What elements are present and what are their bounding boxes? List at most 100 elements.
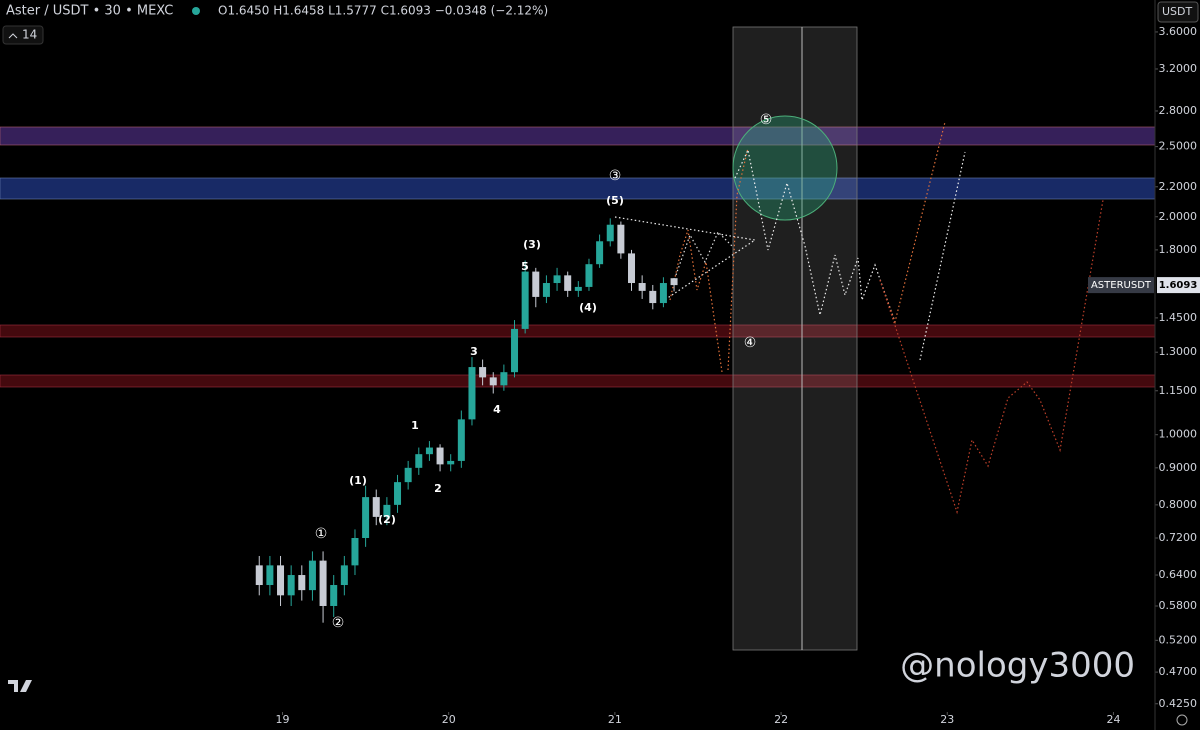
plot xyxy=(255,218,678,623)
interval-chip[interactable] xyxy=(2,25,44,45)
y-tick-label: 0.5800 xyxy=(1159,599,1198,612)
currency: USDT xyxy=(1162,5,1193,18)
wave-label: (2) xyxy=(378,513,396,526)
watermark: @nology3000 xyxy=(900,646,1135,686)
wave-label: 5 xyxy=(521,260,529,273)
candle-body xyxy=(670,278,678,286)
y-tick-label: 0.4700 xyxy=(1159,665,1198,678)
y-tick-label: 2.2000 xyxy=(1159,180,1198,193)
candle-body xyxy=(447,460,455,465)
candle-body xyxy=(340,565,348,586)
candle-body xyxy=(362,497,370,538)
x-tick-label: 24 xyxy=(1106,713,1120,726)
candle-body xyxy=(298,575,306,591)
y-tick-label: 1.8000 xyxy=(1159,243,1198,256)
candle-body xyxy=(351,538,359,566)
candle-body xyxy=(415,454,423,468)
y-tick-label: 2.8000 xyxy=(1159,104,1198,117)
wave-label: ③ xyxy=(609,168,622,184)
zone xyxy=(0,374,1156,388)
candle-body xyxy=(542,283,550,297)
x-tick-label: 23 xyxy=(940,713,954,726)
candle-body xyxy=(617,224,625,254)
currency-button[interactable] xyxy=(1157,1,1199,23)
projection xyxy=(879,121,946,325)
candle-body xyxy=(308,560,316,591)
candle-body xyxy=(628,253,636,284)
wave-label: ② xyxy=(332,615,345,631)
y-tick-label: 0.7200 xyxy=(1159,531,1198,544)
candle-body xyxy=(511,328,519,373)
y-tick-label: 2.0000 xyxy=(1159,210,1198,223)
wave-label: (5) xyxy=(606,194,624,207)
candle-body xyxy=(649,290,657,304)
y-tick-label: 0.8000 xyxy=(1159,498,1198,511)
candle-body xyxy=(479,367,487,378)
candle-body xyxy=(319,560,327,606)
projection xyxy=(675,230,734,276)
candle-body xyxy=(404,467,412,483)
wave-label: 1 xyxy=(411,419,419,432)
candle-body xyxy=(372,497,380,517)
candle-body xyxy=(287,575,295,596)
projection xyxy=(919,151,966,361)
settings-icon[interactable] xyxy=(1176,714,1188,726)
candle-body xyxy=(564,275,572,291)
y-tick-label: 1.3000 xyxy=(1159,345,1198,358)
y-tick-label: 0.5200 xyxy=(1159,633,1198,646)
candle-body xyxy=(425,447,433,455)
last-price-box xyxy=(1157,277,1200,294)
y-tick-label: 2.5000 xyxy=(1159,140,1198,153)
time-box xyxy=(732,26,858,651)
status-dot xyxy=(192,7,200,15)
zone xyxy=(0,177,1156,200)
candle-body xyxy=(500,372,508,386)
zone xyxy=(0,126,1156,146)
candle-body xyxy=(659,283,667,304)
candle-body xyxy=(606,224,614,242)
candle-body xyxy=(489,377,497,386)
candle-body xyxy=(436,447,444,465)
symbol: Aster / USDT • 30 • MEXC xyxy=(6,4,173,19)
target-circle xyxy=(732,115,838,221)
logo xyxy=(8,680,32,692)
candle-body xyxy=(330,585,338,606)
projections xyxy=(614,121,1104,515)
y-tick-label: 3.6000 xyxy=(1159,25,1198,38)
y-tick-label: 0.4250 xyxy=(1159,697,1198,710)
candle-body xyxy=(277,565,285,596)
candle-body xyxy=(553,275,561,284)
x-tick-label: 19 xyxy=(276,713,290,726)
candle-body xyxy=(383,504,391,517)
ohlc: O1.6450 H1.6458 L1.5777 C1.6093 −0.0348 … xyxy=(218,4,548,18)
wave-label: (1) xyxy=(349,474,367,487)
wave-label: (3) xyxy=(523,238,541,251)
wave-label: 3 xyxy=(470,345,478,358)
projection xyxy=(734,148,896,323)
candle-body xyxy=(521,271,529,329)
wave-label: (4) xyxy=(579,301,597,314)
wave-label: 4 xyxy=(493,403,501,416)
candle-body xyxy=(585,264,593,287)
candle-body xyxy=(394,482,402,505)
candle-body xyxy=(532,271,540,297)
x-tick-label: 22 xyxy=(774,713,788,726)
candle-body xyxy=(266,565,274,586)
candle-body xyxy=(638,283,646,291)
y-tick-label: 0.9000 xyxy=(1159,461,1198,474)
y-tick-label: 1.4500 xyxy=(1159,311,1198,324)
candle-body xyxy=(255,565,263,586)
wave-label: ⑤ xyxy=(760,112,773,128)
last-price: 1.6093 xyxy=(1159,280,1198,291)
y-tick-label: 3.2000 xyxy=(1159,62,1198,75)
candle-body xyxy=(457,419,465,461)
candle-body xyxy=(574,286,582,291)
interval: 14 xyxy=(22,28,37,42)
y-tick-label: 1.1500 xyxy=(1159,384,1198,397)
y-tick-label: 1.0000 xyxy=(1159,428,1198,441)
x-tick-label: 20 xyxy=(442,713,456,726)
last-price-name: ASTERUSDT xyxy=(1091,280,1152,291)
chevron xyxy=(8,33,18,39)
projection xyxy=(879,199,1104,515)
wave-label: 2 xyxy=(434,482,442,495)
